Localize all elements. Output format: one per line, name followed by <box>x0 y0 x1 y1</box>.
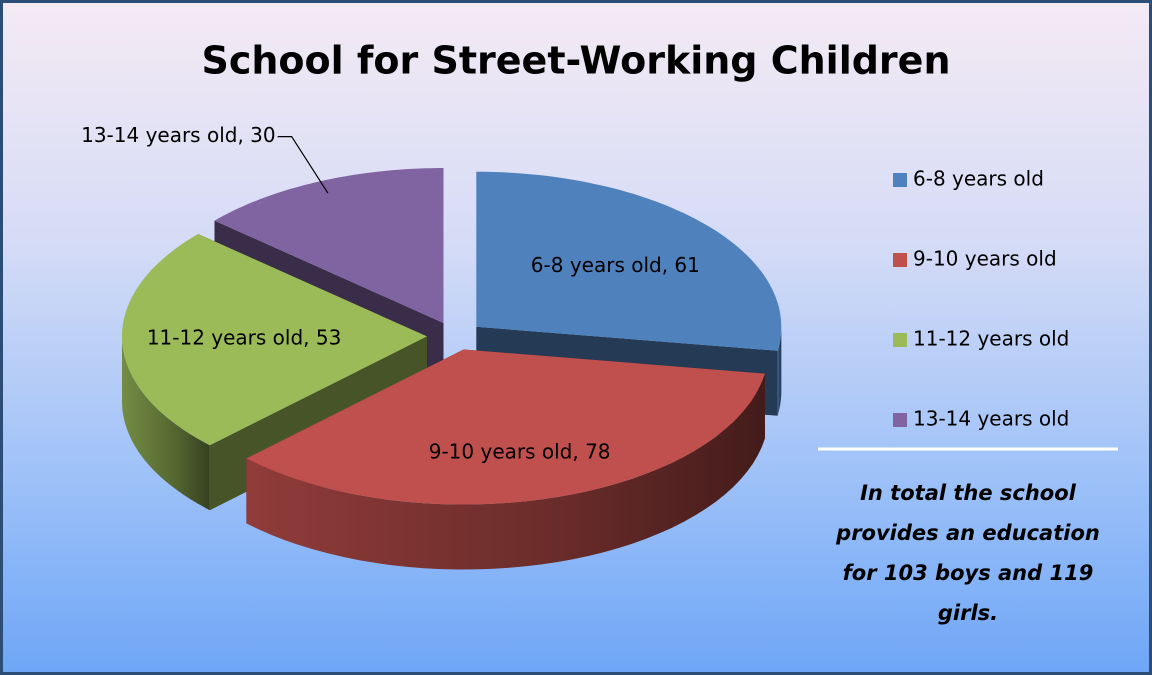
legend-swatch <box>893 413 907 427</box>
legend-label: 13-14 years old <box>913 407 1069 431</box>
chart: School for Street-Working Children 6-8 y… <box>81 39 1118 570</box>
data-label: 6-8 years old, 61 <box>531 253 700 277</box>
annotation: In total the school provides an educatio… <box>836 481 1100 625</box>
slice <box>476 171 782 351</box>
data-label: 11-12 years old, 53 <box>147 326 342 350</box>
legend-swatch <box>893 253 907 267</box>
slice-side <box>777 326 782 416</box>
slice-side <box>246 373 765 570</box>
slice-side <box>122 336 210 511</box>
slice <box>246 349 765 505</box>
legend-label: 6-8 years old <box>913 167 1044 191</box>
legend-swatch <box>893 173 907 187</box>
data-label: 9-10 years old, 78 <box>429 440 611 464</box>
legend-swatch <box>893 333 907 347</box>
chart-title: School for Street-Working Children <box>201 39 950 83</box>
legend-label: 11-12 years old <box>913 327 1069 351</box>
slice <box>214 168 444 323</box>
legend-label: 9-10 years old <box>913 247 1057 271</box>
slice <box>122 234 427 446</box>
leader-line <box>277 135 329 194</box>
data-label: 13-14 years old, 30 <box>81 123 276 147</box>
